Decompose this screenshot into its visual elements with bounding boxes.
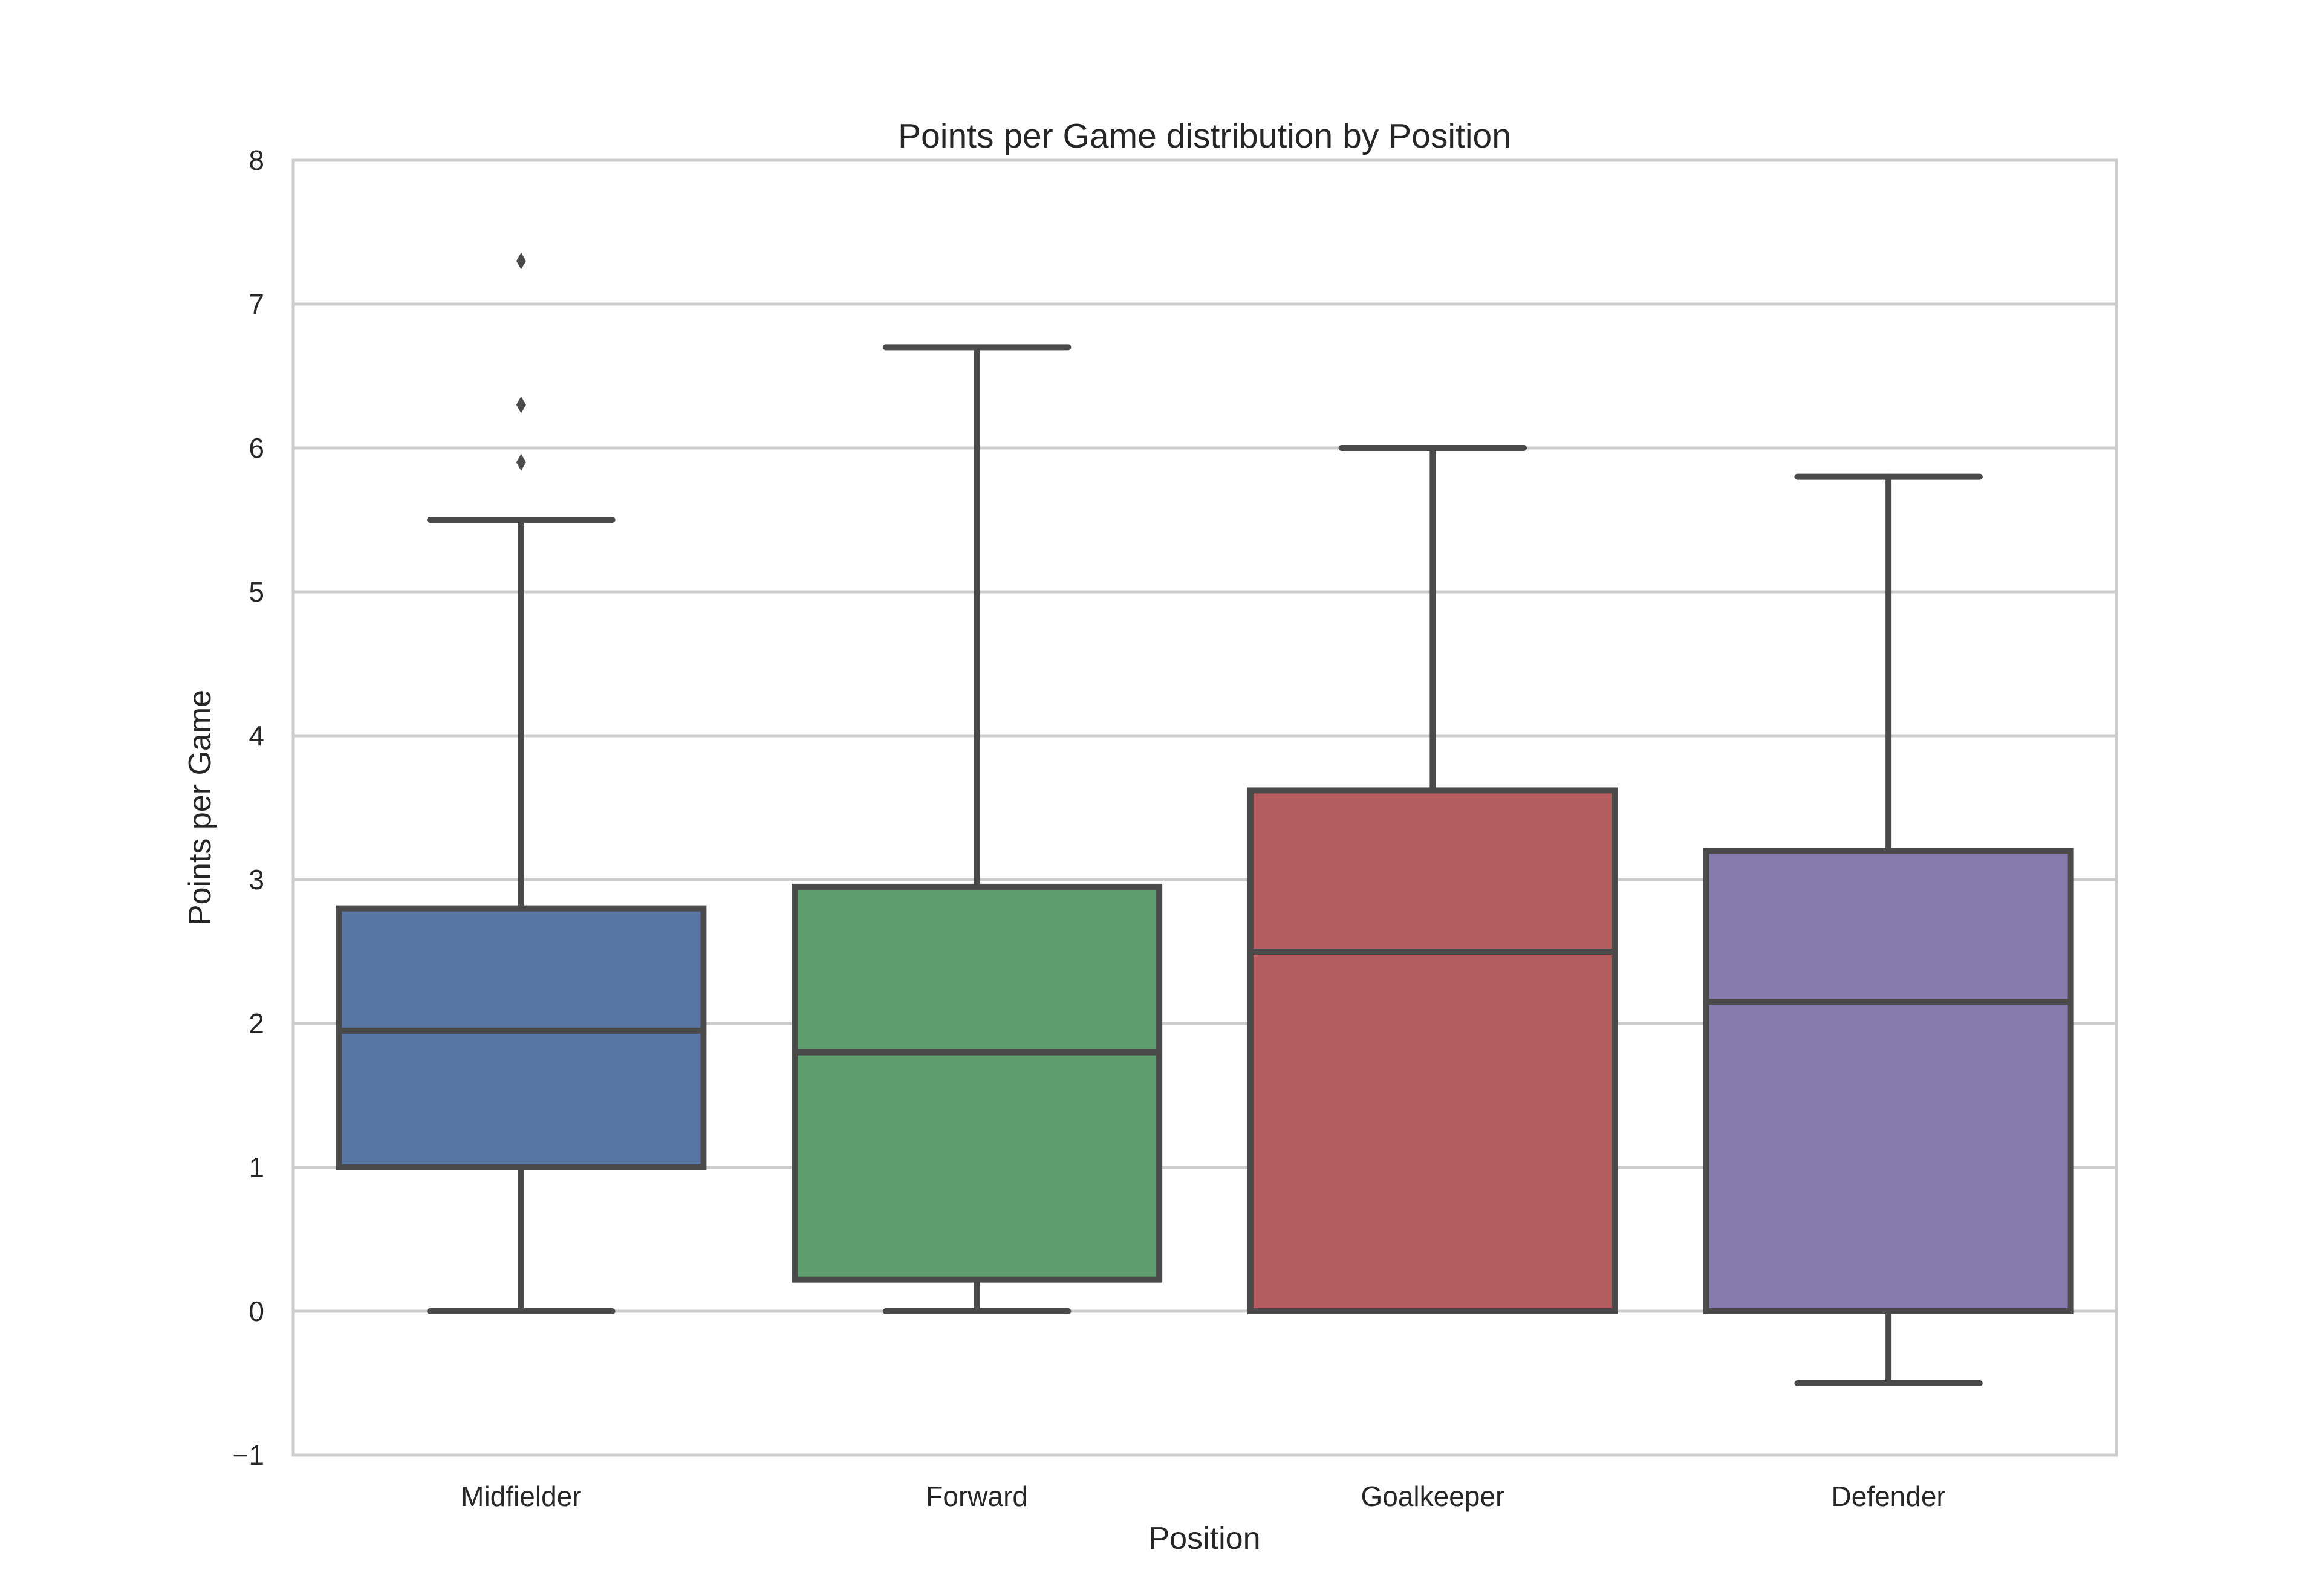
iqr-box [792, 883, 1163, 1283]
y-axis-label: Points per Game [183, 690, 218, 926]
plot-frame [291, 158, 2118, 1457]
outlier-point [516, 453, 526, 471]
y-tick-label: 3 [249, 864, 264, 895]
outlier-point [516, 396, 526, 414]
box-defender [1703, 473, 2074, 1386]
box-forward [792, 344, 1163, 1314]
outlier-point [516, 252, 526, 270]
x-tick-labels: Midfielder Forward Goalkeeper Defender [461, 1481, 1946, 1512]
y-tick-label: 6 [249, 432, 264, 464]
iqr-box [1703, 848, 2074, 1314]
boxes [336, 252, 2074, 1386]
x-axis-label: Position [1149, 1521, 1261, 1556]
x-tick-label: Defender [1832, 1481, 1946, 1512]
x-tick-label: Midfielder [461, 1481, 581, 1512]
y-tick-label: 8 [249, 144, 264, 176]
box-goalkeeper [1247, 445, 1618, 1314]
chart-title: Points per Game distribution by Position [898, 117, 1511, 155]
y-tick-label: −1 [233, 1439, 264, 1471]
y-tick-label: 1 [249, 1152, 264, 1183]
y-tick-labels: −1 0 1 2 3 4 5 6 7 8 [233, 144, 264, 1471]
y-tick-label: 0 [249, 1296, 264, 1327]
y-tick-label: 5 [249, 576, 264, 608]
iqr-box [1247, 787, 1618, 1314]
iqr-box [336, 905, 707, 1170]
x-tick-label: Forward [926, 1481, 1028, 1512]
y-tick-label: 7 [249, 288, 264, 320]
x-tick-label: Goalkeeper [1361, 1481, 1504, 1512]
box-midfielder [336, 252, 707, 1314]
y-tick-label: 4 [249, 720, 264, 751]
y-tick-label: 2 [249, 1008, 264, 1039]
